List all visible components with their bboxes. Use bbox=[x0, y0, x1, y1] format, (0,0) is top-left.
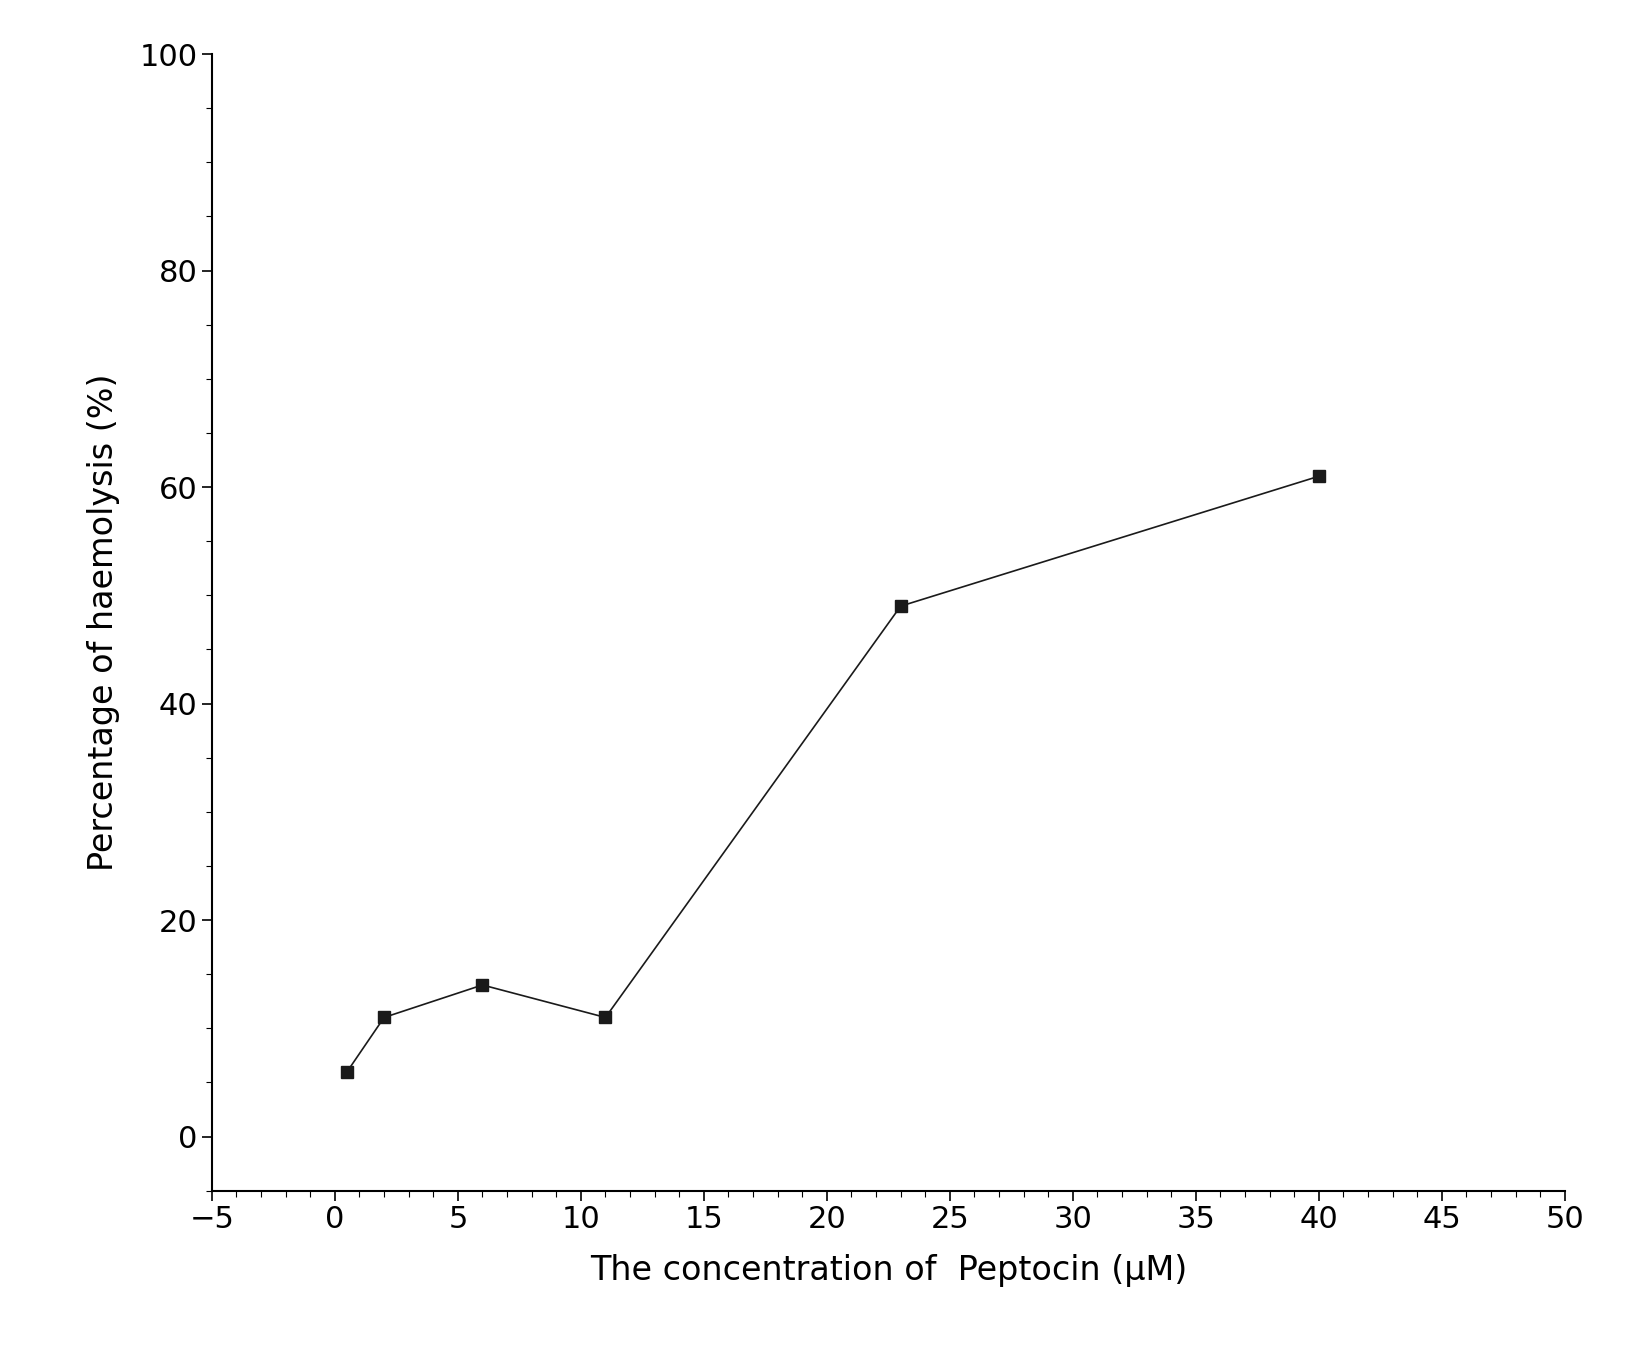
Y-axis label: Percentage of haemolysis (%): Percentage of haemolysis (%) bbox=[86, 373, 119, 871]
X-axis label: The concentration of  Peptocin (μM): The concentration of Peptocin (μM) bbox=[590, 1254, 1187, 1287]
